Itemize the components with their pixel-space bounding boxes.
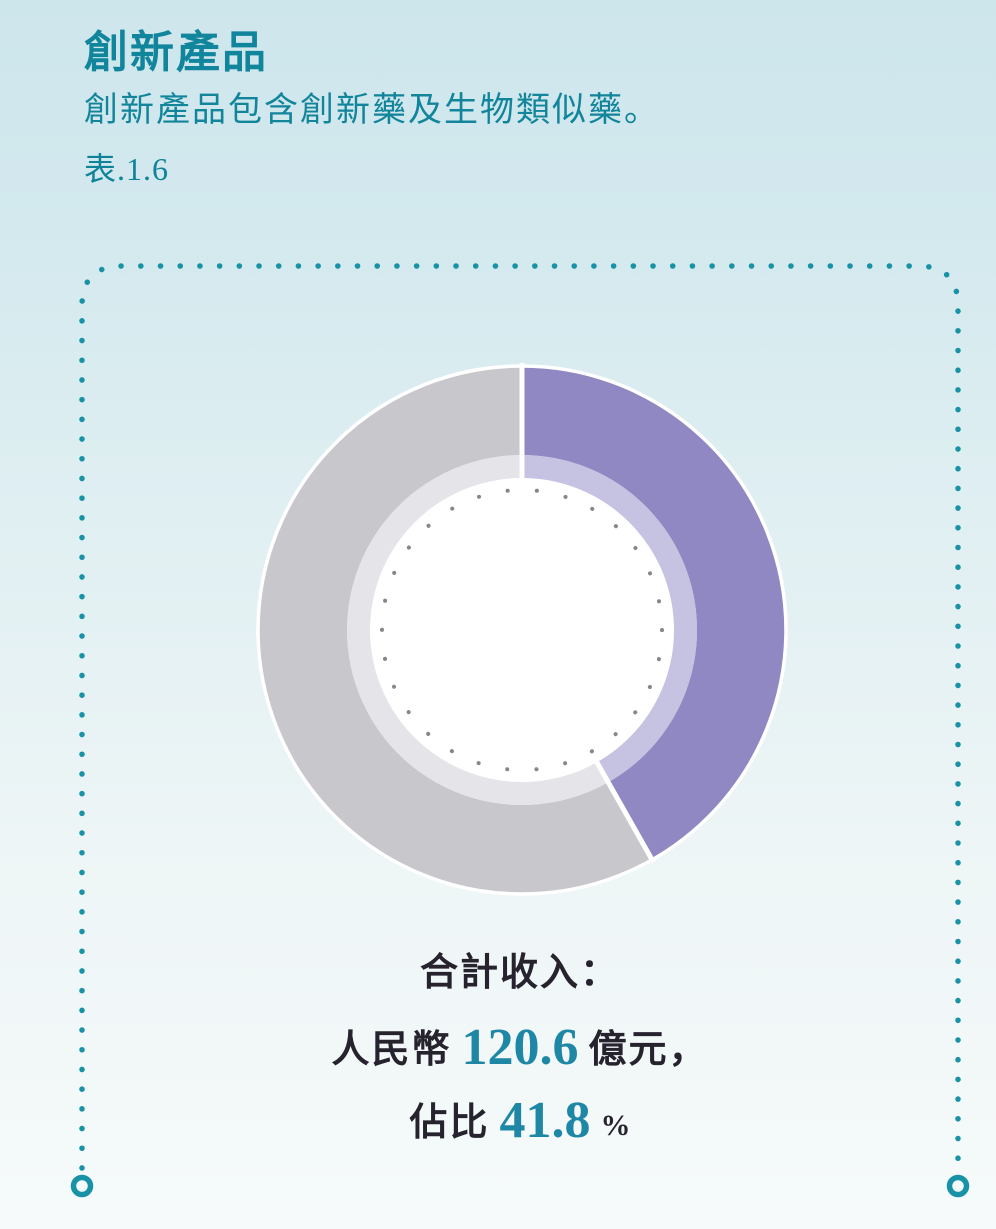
frame-end-circle-left	[70, 1174, 94, 1198]
percent-sign: %	[600, 1109, 631, 1143]
header: 創新產品 創新產品包含創新藥及生物類似藥。 表.1.6	[84, 28, 660, 187]
caption-revenue-line: 人民幣 120.6 億元，	[82, 1018, 958, 1078]
revenue-value: 120.6	[461, 1018, 579, 1076]
donut-inner-ring-highlight	[522, 455, 698, 783]
donut-inner-ring-remainder	[347, 455, 609, 805]
donut-segment-highlight	[522, 367, 785, 859]
donut-segment-remainder	[258, 367, 652, 893]
caption-total-revenue-label: 合計收入：	[419, 952, 620, 994]
donut-center-circle	[369, 477, 675, 783]
dotted-border-frame	[79, 263, 961, 1171]
caption-share-line: 佔比 41.8%	[82, 1091, 958, 1151]
share-prefix: 佔比	[409, 1102, 490, 1145]
segment-divider-end	[592, 757, 656, 864]
currency-suffix: 億元，	[588, 1028, 709, 1071]
share-value: 41.8	[499, 1092, 591, 1150]
chart-caption: 合計收入： 人民幣 120.6 億元， 佔比 41.8%	[82, 952, 958, 1151]
page-subtitle: 創新產品包含創新藥及生物類似藥。	[84, 92, 660, 130]
donut-chart	[256, 363, 788, 896]
frame-end-circle-right	[946, 1174, 970, 1198]
currency-prefix: 人民幣	[331, 1028, 452, 1071]
inner-dotted-circle	[380, 488, 664, 772]
table-label: 表.1.6	[84, 150, 170, 187]
page-title: 創新產品	[84, 28, 268, 77]
donut-outer-rim	[256, 364, 788, 896]
